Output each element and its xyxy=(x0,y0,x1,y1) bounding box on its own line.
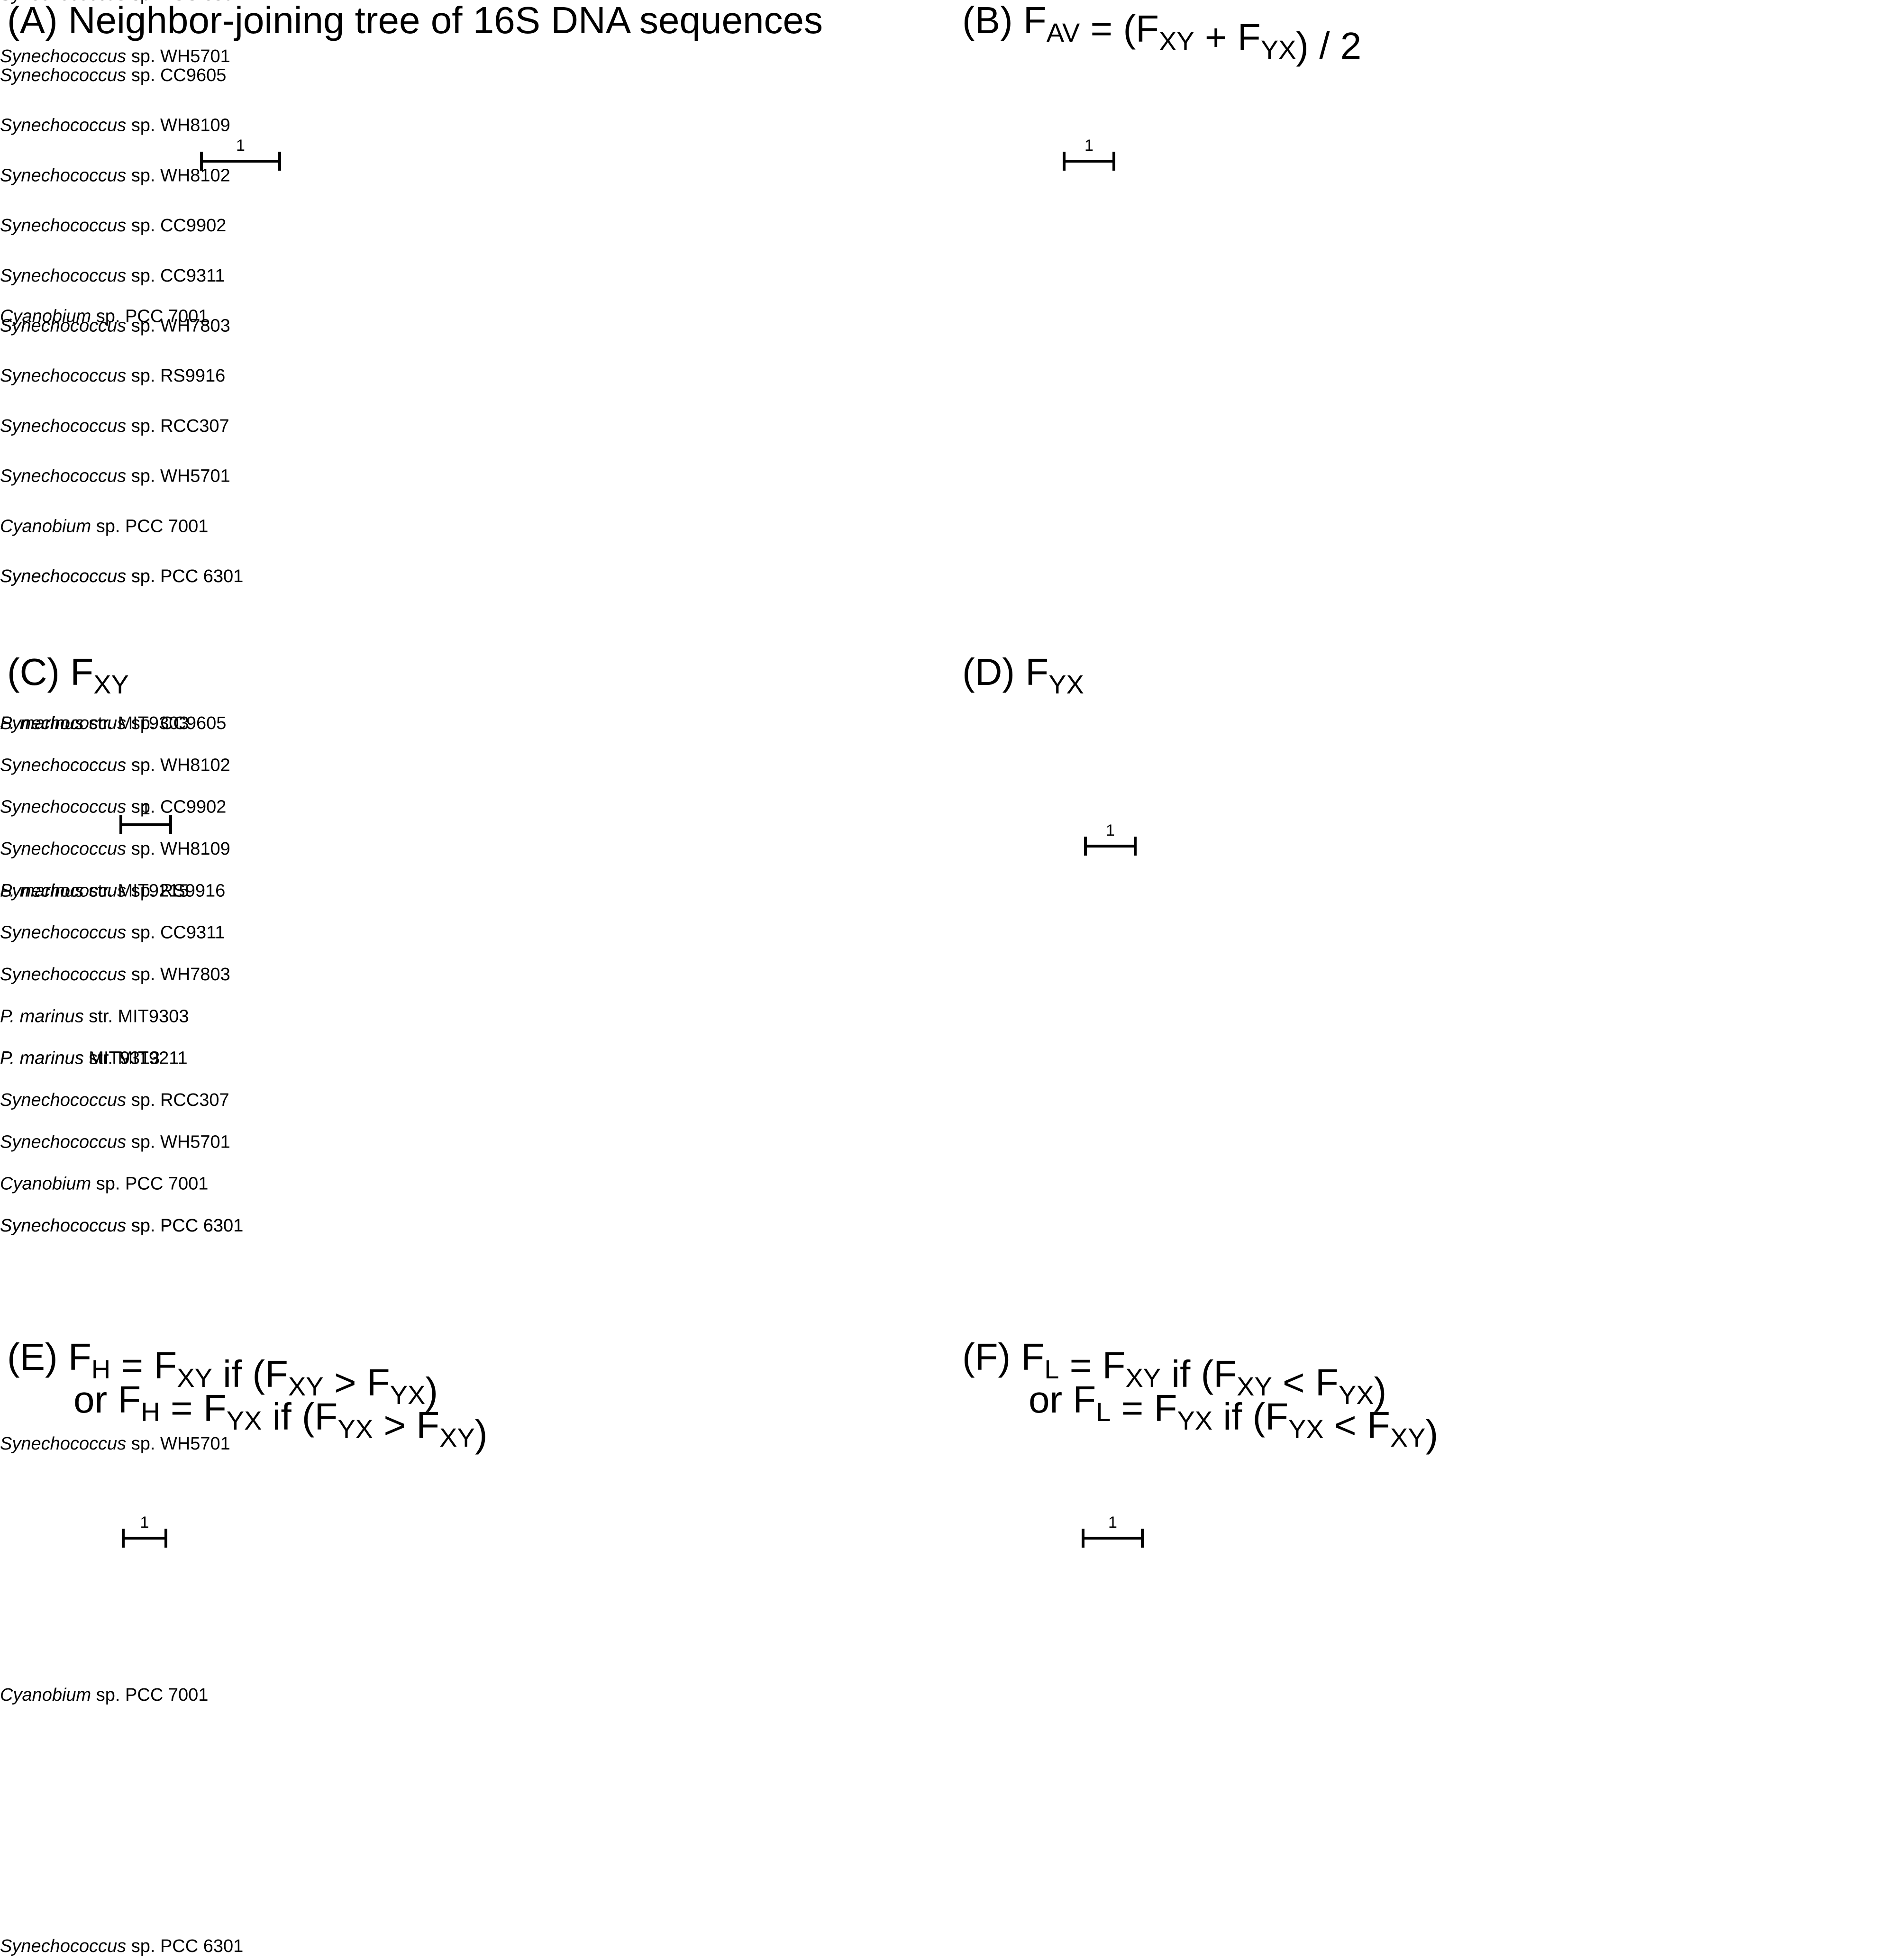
leaf-label: Synechococcus sp. PCC 6301 xyxy=(0,1936,243,1956)
panel-e: (E) FH = FXY if (FXY > FYX)or FH = FYX i… xyxy=(0,1336,488,1956)
leaf-label: P. marinus str. MIT9211 xyxy=(0,1048,188,1068)
panel-f-title-line2: or FL = FYX if (FYX < FXY) xyxy=(1029,1378,1438,1455)
panel-f: (F) FL = FXY if (FXY < FYX)or FL = FYX i… xyxy=(0,0,1438,1548)
leaf-label: Synechococcus sp. CC9311 xyxy=(0,923,225,943)
panel-f-title: (F) FL = FXY if (FXY < FYX) xyxy=(962,1336,1386,1412)
leaf-label: Synechococcus sp. CC9605 xyxy=(0,713,226,733)
panel-b-scale-bar xyxy=(1063,152,1115,171)
leaf-label: Synechococcus sp. WH7803 xyxy=(0,965,230,985)
scale-bar-label: 1 xyxy=(1084,137,1093,155)
scale-bar-label: 1 xyxy=(1106,821,1115,839)
scale-bar-label: 1 xyxy=(1108,1513,1117,1532)
panel-e-title: (E) FH = FXY if (FXY > FYX) xyxy=(7,1336,438,1412)
leaf-label: Synechococcus sp. WH5701 xyxy=(0,46,230,66)
panel-e-scale-bar xyxy=(122,1529,167,1548)
panel-b-title: (B) FAV = (FXY + FYX) / 2 xyxy=(962,0,1361,67)
leaf-label: Cyanobium sp. PCC 7001 xyxy=(0,1174,208,1194)
panel-a-scale-bar xyxy=(200,152,281,171)
panel-e-title-line2: or FH = FYX if (FYX > FXY) xyxy=(73,1378,488,1455)
leaf-label: Cyanobium sp. PCC 7001 xyxy=(0,1685,208,1705)
panel-c-scale-bar xyxy=(119,815,172,834)
panel-b: (B) FAV = (FXY + FYX) / 2 Synechococcus s… xyxy=(0,0,1361,586)
leaf-label: Cyanobium sp. PCC 7001 xyxy=(0,307,208,327)
panel-a-title: (A) Neighbor-joining tree of 16S DNA seq… xyxy=(7,0,823,41)
panel-c-title: (C) FXY xyxy=(7,651,129,699)
panel-d-scale-bar xyxy=(1084,837,1137,856)
leaf-label: P. marinus str. MIT9215 xyxy=(0,881,189,901)
leaf-label: Synechococcus sp. PCC 6301 xyxy=(0,0,243,4)
scale-bar-label: 1 xyxy=(140,1513,149,1532)
leaf-label: Synechococcus sp. PCC 6301 xyxy=(0,1216,243,1236)
leaf-label: Synechococcus sp. WH5701 xyxy=(0,1434,230,1454)
panel-a: (A) Neighbor-joining tree of 16S DNA seq… xyxy=(0,0,823,586)
leaf-label: Synechococcus sp. WH8102 xyxy=(0,755,230,775)
leaf-label: Cyanobium sp. PCC 7001 xyxy=(0,516,208,536)
panel-d-title: (D) FYX xyxy=(962,651,1084,699)
leaf-label: Synechococcus sp. WH5701 xyxy=(0,466,230,486)
leaf-label: Synechococcus sp. PCC 6301 xyxy=(0,566,243,586)
panel-c: (C) FXY P. marinus str. MIT9303 P. marinus… xyxy=(0,651,243,1236)
leaf-label: Synechococcus sp. WH8109 xyxy=(0,116,230,136)
leaf-label: Synechococcus sp. CC9902 xyxy=(0,216,226,236)
leaf-label: Synechococcus sp. WH7803 xyxy=(0,316,230,336)
leaf-label: Synechococcus sp. WH5701 xyxy=(0,1132,230,1152)
scale-bar-label: 1 xyxy=(141,800,150,818)
leaf-label: Synechococcus sp. RCC307 xyxy=(0,416,229,436)
panel-d: (D) FYX Synechococcus sp. CC9605 Synechoco… xyxy=(0,651,1137,1236)
scale-bar-label: 1 xyxy=(236,137,245,155)
leaf-label: Synechococcus sp. PCC 6301 xyxy=(0,1216,243,1236)
leaf-label: Synechococcus sp. CC9605 xyxy=(0,65,226,85)
leaf-label: Synechococcus sp. RS9916 xyxy=(0,366,225,386)
panel-f-scale-bar xyxy=(1082,1529,1144,1548)
leaf-label: P. marinus str. MIT9303 xyxy=(0,713,189,733)
leaf-label: Synechococcus sp. RS9916 xyxy=(0,881,225,901)
leaf-label: P. marinus str. MIT9303 xyxy=(0,1006,189,1026)
leaf-label: P. marinus MIT9313 xyxy=(0,1048,160,1068)
leaf-label: Synechococcus sp. CC9311 xyxy=(0,266,225,286)
leaf-label: Synechococcus sp. WH8102 xyxy=(0,165,230,185)
leaf-label: Synechococcus sp. RCC307 xyxy=(0,1090,229,1110)
leaf-label: Synechococcus sp. WH8109 xyxy=(0,839,230,859)
leaf-label: Synechococcus sp. PCC 6301 xyxy=(0,566,243,586)
leaf-label: Synechococcus sp. CC9902 xyxy=(0,797,226,817)
